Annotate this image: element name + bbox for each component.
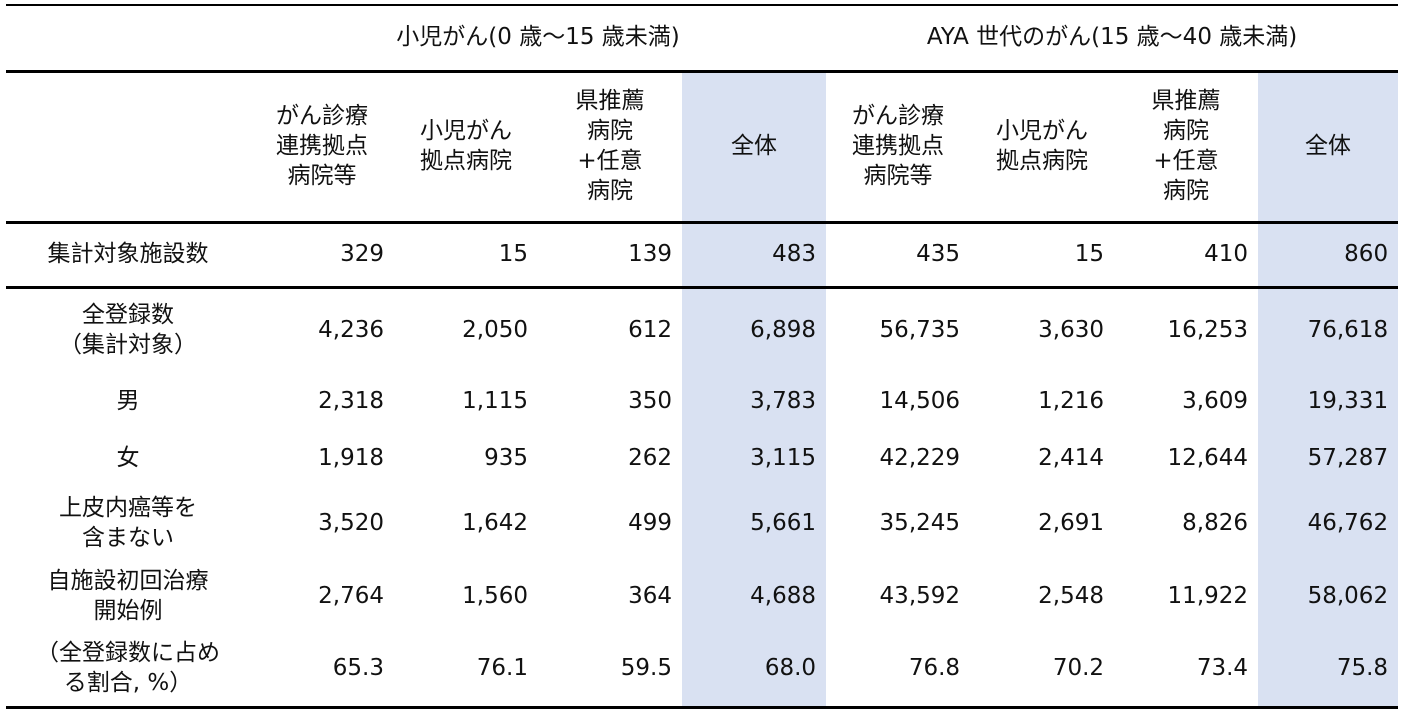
table-cell-total: 46,762 xyxy=(1258,487,1399,561)
table-cell: 15 xyxy=(394,222,538,289)
table-cell: 73.4 xyxy=(1114,632,1259,709)
table-cell: 2,318 xyxy=(318,387,384,414)
table-cell-total: 3,783 xyxy=(682,373,827,430)
table-cell: 2,764 xyxy=(318,582,384,609)
table-cell-total: 4,688 xyxy=(682,561,827,632)
table-cell: 15 xyxy=(970,222,1115,289)
table-cell: 14,506 xyxy=(879,387,961,414)
group-header-row: 小児がん(0 歳～15 歳未満) AYA 世代のがん(15 歳～40 歳未満) xyxy=(6,4,1399,72)
table-cell: 43,592 xyxy=(879,582,961,609)
table-cell-total: 860 xyxy=(1258,222,1399,289)
table-cell: 2,050 xyxy=(462,317,528,344)
table-cell: 76.8 xyxy=(826,632,971,709)
table-cell: 3,609 xyxy=(1182,387,1249,414)
column-header-row: がん診療 連携拠点 病院等 小児がん 拠点病院 県推薦 病院 +任意 病院 全体 がん診療連… xyxy=(6,70,1399,224)
table-cell-total: 3,115 xyxy=(682,430,827,487)
table-cell: 2,548 xyxy=(1038,582,1105,609)
table-cell-total: 57,287 xyxy=(1258,430,1399,487)
col-header-pediatric-liaison: がん診療 連携拠点 病院等 xyxy=(250,70,394,224)
table-cell: 3,630 xyxy=(1038,317,1105,344)
row-label: 集計対象施設数 xyxy=(6,222,250,289)
table-row: 上皮内癌等を 含まない 3,520 1,642 499 5,661 35,245 … xyxy=(6,487,1399,561)
group-aya: AYA 世代のがん(15 歳～40 歳未満) xyxy=(826,4,1399,72)
col-header-pediatric-total: 全体 xyxy=(682,70,827,224)
col-header-aya-prefectural: 県推薦 病院 +任意 病院 xyxy=(1114,70,1259,224)
table-cell: 2,691 xyxy=(1038,510,1105,537)
row-label: 女 xyxy=(116,444,140,471)
table-cell: 65.3 xyxy=(250,632,394,709)
table-cell: 364 xyxy=(628,582,672,609)
table-cell: 2,414 xyxy=(1038,444,1105,471)
table-cell: 1,115 xyxy=(462,387,528,414)
table-cell: 56,735 xyxy=(879,317,961,344)
table-cell-total: 58,062 xyxy=(1258,561,1399,632)
table-cell: 1,560 xyxy=(462,582,528,609)
table-cell-total: 75.8 xyxy=(1258,632,1399,709)
group-pediatric: 小児がん(0 歳～15 歳未満) xyxy=(250,4,827,72)
row-label: 男 xyxy=(116,387,140,414)
col-header-aya-childhood: 小児がん 拠点病院 xyxy=(970,70,1115,224)
table-cell: 76.1 xyxy=(394,632,538,709)
table-cell-total: 76,618 xyxy=(1258,287,1399,373)
table-row: 全登録数 （集計対象） 4,236 2,050 612 6,898 56,735 … xyxy=(6,287,1399,373)
table-cell-total: 6,898 xyxy=(682,287,827,373)
table-cell: 139 xyxy=(538,222,682,289)
table-cell: 410 xyxy=(1114,222,1259,289)
table-cell: 35,245 xyxy=(879,510,961,537)
table-cell: 16,253 xyxy=(1167,317,1249,344)
table-cell: 8,826 xyxy=(1182,510,1249,537)
table-cell: 59.5 xyxy=(538,632,682,709)
table-row: 女 1,918 935 262 3,115 42,229 2,414 12,64… xyxy=(6,430,1399,487)
table-cell: 1,642 xyxy=(462,510,528,537)
table-row: 自施設初回治療 開始例 2,764 1,560 364 4,688 43,592 … xyxy=(6,561,1399,632)
row-label: 全登録数 （集計対象） xyxy=(59,302,197,358)
col-header-pediatric-prefectural: 県推薦 病院 +任意 病院 xyxy=(538,70,682,224)
table-cell: 3,520 xyxy=(318,510,384,537)
table-cell: 42,229 xyxy=(879,444,961,471)
row-label: 上皮内癌等を 含まない xyxy=(59,495,197,551)
table-cell: 350 xyxy=(628,387,672,414)
col-header-pediatric-childhood: 小児がん 拠点病院 xyxy=(394,70,538,224)
table-cell-total: 19,331 xyxy=(1258,373,1399,430)
table-cell-total: 68.0 xyxy=(682,632,827,709)
header-corner xyxy=(6,70,250,224)
table-cell: 4,236 xyxy=(318,317,384,344)
table-row: （全登録数に占め る割合, %） 65.3 76.1 59.5 68.0 76.8… xyxy=(6,632,1399,709)
table-cell: 329 xyxy=(250,222,394,289)
table-row: 男 2,318 1,115 350 3,783 14,506 1,216 3,6… xyxy=(6,373,1399,430)
table-cell: 11,922 xyxy=(1167,582,1249,609)
table-cell: 70.2 xyxy=(970,632,1115,709)
table-cell-total: 5,661 xyxy=(682,487,827,561)
row-label: 自施設初回治療 開始例 xyxy=(47,567,209,624)
table-cell: 499 xyxy=(628,510,672,537)
col-header-aya-total: 全体 xyxy=(1258,70,1399,224)
table-cell: 12,644 xyxy=(1167,444,1249,471)
registry-table: 小児がん(0 歳～15 歳未満) AYA 世代のがん(15 歳～40 歳未満) … xyxy=(6,4,1399,709)
corner-cell xyxy=(6,4,250,72)
table-row: 集計対象施設数 329 15 139 483 435 15 410 860 xyxy=(6,222,1399,289)
table-cell: 935 xyxy=(484,444,528,471)
table-cell: 1,918 xyxy=(318,444,384,471)
table-cell: 435 xyxy=(826,222,971,289)
col-header-aya-liaison: がん診療 連携拠点 病院等 xyxy=(826,70,971,224)
table-cell-total: 483 xyxy=(682,222,827,289)
table-cell: 1,216 xyxy=(1038,387,1105,414)
table-cell: 612 xyxy=(628,317,672,344)
table-cell: 262 xyxy=(628,444,672,471)
row-label: （全登録数に占め る割合, %） xyxy=(6,632,250,709)
